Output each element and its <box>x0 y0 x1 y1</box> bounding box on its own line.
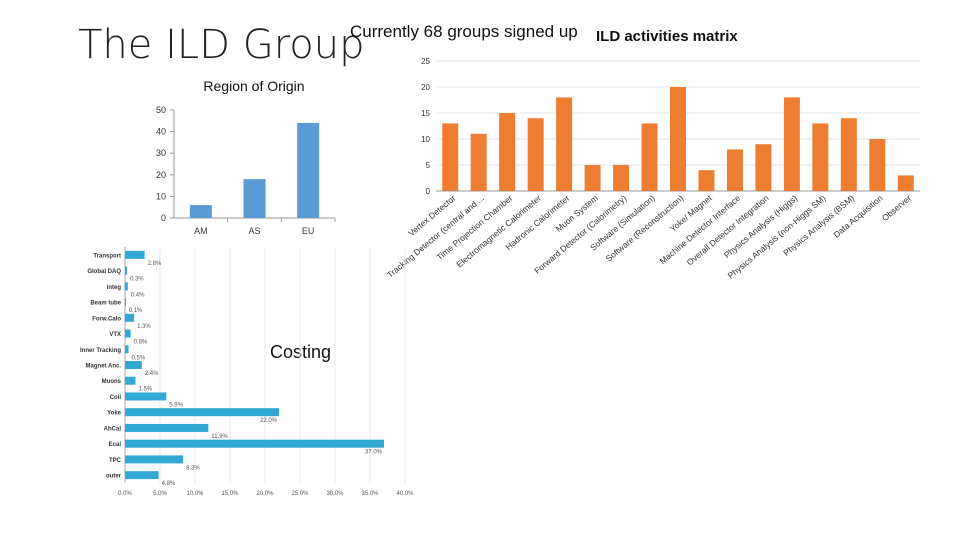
costing-category-label: Beam tube <box>90 301 121 307</box>
activities-bar <box>869 139 886 191</box>
activities-x-label: Data Acquisition <box>831 193 884 240</box>
activities-bar <box>442 123 459 191</box>
activities-bar <box>783 97 800 191</box>
costing-value-label: 22.0% <box>260 418 278 424</box>
activities-y-tick-label: 10 <box>421 135 430 144</box>
activities-bar <box>584 165 601 191</box>
costing-bar <box>125 361 142 369</box>
costing-bar <box>125 392 167 401</box>
activities-bar <box>840 118 857 191</box>
activities-bar <box>755 144 772 191</box>
region-chart-title: Region of Origin <box>203 78 304 94</box>
activities-bar <box>556 97 573 191</box>
activities-bar <box>726 149 743 191</box>
region-y-tick-label: 50 <box>156 105 166 115</box>
region-y-tick-label: 40 <box>156 127 166 137</box>
region-bar-as <box>243 179 266 218</box>
region-bar-am <box>189 205 212 218</box>
costing-value-label: 0.4% <box>131 292 145 298</box>
region-y-tick-label: 30 <box>156 148 166 158</box>
costing-value-label: 0.3% <box>130 277 144 283</box>
costing-bar <box>125 298 126 307</box>
costing-bar <box>125 345 129 354</box>
region-y-tick-label: 10 <box>156 191 166 201</box>
costing-bar <box>125 408 279 417</box>
costing-bar <box>125 329 131 338</box>
costing-category-label: VTX <box>109 332 121 338</box>
region-x-label: AM <box>194 226 208 236</box>
region-bar-eu <box>297 122 320 218</box>
costing-value-label: 0.5% <box>132 355 146 361</box>
costing-value-label: 11.9% <box>211 434 228 440</box>
costing-value-label: 0.1% <box>129 308 143 314</box>
activities-bar <box>470 133 487 191</box>
activities-x-label: Vertex Detector <box>406 193 457 238</box>
activities-bar <box>499 113 516 191</box>
costing-value-label: 37.0% <box>365 450 383 456</box>
activities-y-tick-label: 25 <box>421 57 430 66</box>
costing-value-label: 1.3% <box>137 324 151 330</box>
costing-x-tick-label: 30.0% <box>326 491 344 497</box>
costing-x-tick-label: 40.0% <box>396 491 414 497</box>
costing-bar <box>125 439 384 448</box>
costing-value-label: 8.3% <box>186 465 200 471</box>
costing-category-label: Muons <box>102 379 122 385</box>
costing-value-label: 0.8% <box>134 340 148 346</box>
costing-category-label: AhCal <box>104 426 122 432</box>
activities-bar <box>613 165 630 191</box>
costing-bar <box>125 423 209 432</box>
costing-category-label: Inner Tracking <box>80 348 121 354</box>
activities-bar <box>812 123 829 191</box>
activities-y-tick-label: 0 <box>426 187 431 196</box>
activities-bar <box>698 170 715 191</box>
activities-matrix-title: ILD activities matrix <box>596 28 738 45</box>
costing-x-tick-label: 10.0% <box>186 491 204 497</box>
costing-bar <box>125 455 184 464</box>
region-y-tick-label: 0 <box>161 213 166 223</box>
costing-category-label: Transport <box>93 253 121 259</box>
activities-y-tick-label: 20 <box>421 83 430 92</box>
costing-category-label: Ecal <box>109 442 122 448</box>
costing-value-label: 2.4% <box>145 371 159 377</box>
costing-bar <box>125 376 136 385</box>
costing-value-label: 2.8% <box>148 261 162 267</box>
costing-bar <box>125 313 135 322</box>
activities-x-label: Observer <box>880 193 913 223</box>
region-y-tick-label: 20 <box>156 170 166 180</box>
costing-category-label: Magnet Anc. <box>86 364 122 370</box>
costing-category-label: Yoke <box>107 411 122 417</box>
costing-x-tick-label: 5.0% <box>153 491 167 497</box>
activities-y-tick-label: 5 <box>426 161 431 170</box>
costing-x-tick-label: 0.0% <box>118 491 132 497</box>
activities-bar <box>641 123 658 191</box>
region-x-label: EU <box>302 226 315 236</box>
costing-bar <box>125 471 159 480</box>
costing-bar <box>125 266 128 275</box>
costing-category-label: Forw.Calo <box>92 316 121 322</box>
costing-category-label: integ <box>107 285 122 291</box>
costing-category-label: Global DAQ <box>87 269 121 275</box>
costing-bar <box>125 250 145 259</box>
costing-category-label: Coil <box>110 395 122 401</box>
costing-category-label: outer <box>106 474 122 480</box>
costing-category-label: TPC <box>109 458 122 464</box>
costing-title: Costing <box>270 342 332 362</box>
costing-value-label: 1.5% <box>139 387 153 393</box>
costing-x-tick-label: 15.0% <box>221 491 239 497</box>
activities-bar <box>897 175 914 191</box>
costing-value-label: 4.8% <box>162 481 176 487</box>
slide-title: The ILD Group <box>78 22 365 68</box>
costing-value-label: 5.9% <box>169 402 183 408</box>
costing-x-tick-label: 35.0% <box>361 491 379 497</box>
costing-x-tick-label: 25.0% <box>291 491 309 497</box>
activities-bar <box>670 87 686 191</box>
costing-bar <box>125 282 128 291</box>
region-x-label: AS <box>248 226 260 236</box>
costing-x-tick-label: 20.0% <box>256 491 274 497</box>
activities-y-tick-label: 15 <box>421 109 430 118</box>
signup-note: Currently 68 groups signed up <box>350 22 578 41</box>
activities-bar <box>527 118 544 191</box>
